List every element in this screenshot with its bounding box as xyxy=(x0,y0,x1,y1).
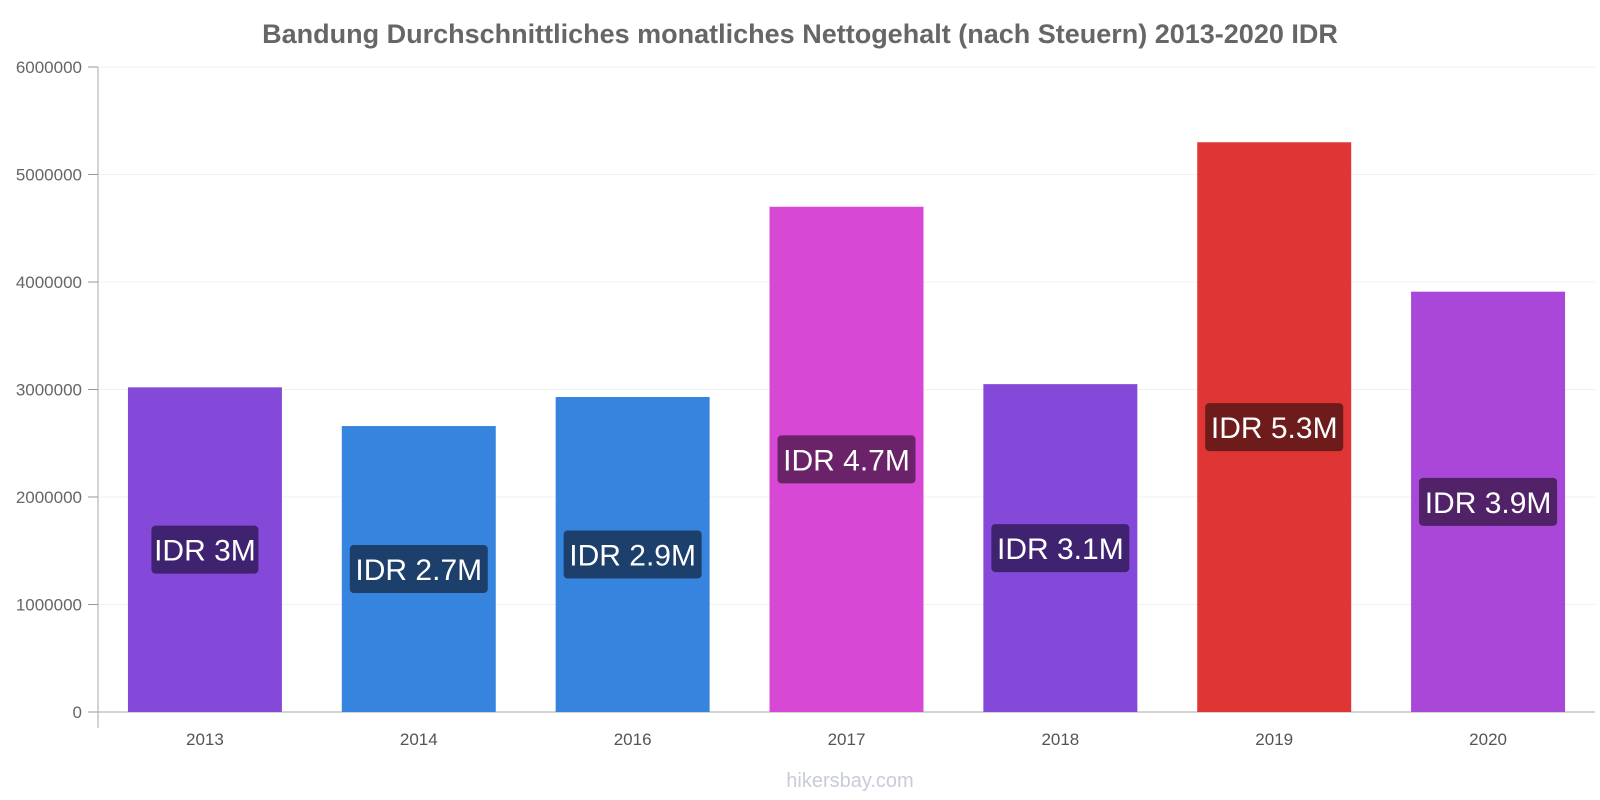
y-tick-label: 3000000 xyxy=(16,381,82,400)
data-label-bg xyxy=(563,530,702,579)
bars xyxy=(127,142,1566,712)
x-tick-label: 2017 xyxy=(828,730,866,749)
data-label-bg xyxy=(151,525,259,574)
x-tick-label: 2018 xyxy=(1041,730,1079,749)
x-tick-label: 2013 xyxy=(186,730,224,749)
data-label: IDR 3.1M xyxy=(997,533,1124,566)
x-tick-label: 2020 xyxy=(1469,730,1507,749)
data-label-bg xyxy=(991,524,1130,573)
data-label-bg xyxy=(349,545,488,594)
x-tick-label: 2019 xyxy=(1255,730,1293,749)
data-label: IDR 2.9M xyxy=(569,540,696,573)
data-label: IDR 4.7M xyxy=(783,444,910,477)
y-tick-label: 2000000 xyxy=(16,488,82,507)
y-tick-label: 0 xyxy=(73,703,82,722)
data-label: IDR 3.9M xyxy=(1425,487,1552,520)
chart-title: Bandung Durchschnittliches monatliches N… xyxy=(262,19,1338,49)
y-tick-label: 5000000 xyxy=(16,166,82,185)
x-tick-label: 2016 xyxy=(614,730,652,749)
data-label-bg xyxy=(1419,477,1558,526)
data-label-bg xyxy=(1205,403,1344,452)
y-tick-label: 1000000 xyxy=(16,596,82,615)
data-label-bg xyxy=(777,435,916,484)
data-label: IDR 2.7M xyxy=(355,554,482,587)
x-tick-label: 2014 xyxy=(400,730,438,749)
y-tick-label: 6000000 xyxy=(16,58,82,77)
watermark[interactable]: hikersbay.com xyxy=(786,770,913,792)
data-label: IDR 3M xyxy=(154,535,256,568)
data-label: IDR 5.3M xyxy=(1211,412,1338,445)
y-tick-label: 4000000 xyxy=(16,273,82,292)
data-labels: IDR 3M IDR 2.7M IDR 2.9M IDR 4.7M IDR 3.1M ID… xyxy=(151,403,1558,594)
